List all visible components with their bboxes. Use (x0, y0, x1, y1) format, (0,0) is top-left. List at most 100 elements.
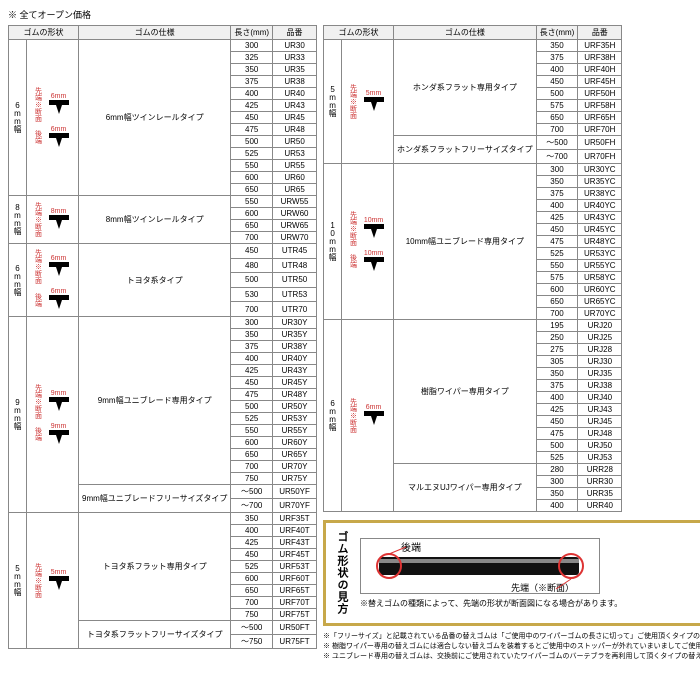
code-cell: UR48Y (273, 389, 317, 401)
code-cell: UR75Y (273, 473, 317, 485)
length-cell: 525 (536, 248, 578, 260)
table-row: 6mm幅先端※断面6mm樹脂ワイパー専用タイプ195URJ20 (324, 320, 622, 332)
length-cell: 280 (536, 464, 578, 476)
width-label-cell: 5mm幅 (324, 40, 342, 164)
width-label-cell: 6mm幅 (9, 244, 27, 317)
hdr-code-r: 品番 (578, 26, 622, 40)
length-cell: 650 (231, 184, 273, 196)
code-cell: UR55 (273, 160, 317, 172)
shape-cell: 先端※断面5mm (342, 40, 394, 164)
length-cell: 475 (536, 428, 578, 440)
length-cell: 350 (231, 513, 273, 525)
length-cell: 400 (231, 525, 273, 537)
code-cell: UR38Y (273, 341, 317, 353)
length-cell: ～500 (231, 485, 273, 499)
hdr-code: 品番 (273, 26, 317, 40)
code-cell: URJ43 (578, 404, 622, 416)
length-cell: 425 (231, 537, 273, 549)
code-cell: UR45 (273, 112, 317, 124)
code-cell: URR28 (578, 464, 622, 476)
code-cell: UR50YF (273, 485, 317, 499)
length-cell: 650 (231, 585, 273, 597)
code-cell: URJ28 (578, 344, 622, 356)
code-cell: URF45T (273, 549, 317, 561)
code-cell: UR38YC (578, 188, 622, 200)
length-cell: 475 (231, 389, 273, 401)
spec-cell: ホンダ系フラット専用タイプ (394, 40, 537, 136)
hdr-spec-r: ゴムの仕様 (394, 26, 537, 40)
length-cell: 425 (536, 212, 578, 224)
footnote-3: ※ ユニブレード専用の替えゴムは、交換前にご使用されていたワイパーゴムのバーテブ… (323, 652, 700, 662)
code-cell: UR40 (273, 88, 317, 100)
shape-cell: 先端※断面6mm後端6mm (27, 244, 79, 317)
length-cell: 450 (231, 549, 273, 561)
length-cell: 325 (231, 52, 273, 64)
length-cell: 350 (231, 329, 273, 341)
length-cell: 480 (231, 258, 273, 273)
code-cell: UR60Y (273, 437, 317, 449)
spec-cell: 8mm幅ツインレールタイプ (79, 196, 231, 244)
width-label-cell: 9mm幅 (9, 317, 27, 513)
hdr-shape: ゴムの形状 (9, 26, 79, 40)
legend-body: 後端 先端（※断面） ※替えゴムの種類によって、先端の形状が断面図になる場合があ… (360, 538, 700, 609)
code-cell: UR43 (273, 100, 317, 112)
width-label-cell: 8mm幅 (9, 196, 27, 244)
code-cell: URJ20 (578, 320, 622, 332)
code-cell: UTR48 (273, 258, 317, 273)
length-cell: 400 (536, 64, 578, 76)
code-cell: UR70YF (273, 499, 317, 513)
code-cell: UR38 (273, 76, 317, 88)
code-cell: URF50H (578, 88, 622, 100)
code-cell: UTR50 (273, 273, 317, 288)
code-cell: URW60 (273, 208, 317, 220)
code-cell: URJ38 (578, 380, 622, 392)
length-cell: 700 (231, 302, 273, 317)
table-row: 5mm幅先端※断面5mmトヨタ系フラット専用タイプ350URF35T (9, 513, 317, 525)
code-cell: URF35T (273, 513, 317, 525)
code-cell: URJ35 (578, 368, 622, 380)
length-cell: 700 (231, 597, 273, 609)
footnote-2: ※ 樹脂ワイパー専用の替えゴムには適合しない替えゴムを装着するとご使用中のストッ… (323, 642, 700, 652)
length-cell: 350 (536, 488, 578, 500)
length-cell: 500 (536, 440, 578, 452)
length-cell: 500 (231, 136, 273, 148)
length-cell: 450 (536, 416, 578, 428)
code-cell: UR43Y (273, 365, 317, 377)
spec-cell: 9mm幅ユニブレードフリーサイズタイプ (79, 485, 231, 513)
length-cell: 450 (536, 76, 578, 88)
code-cell: UR48 (273, 124, 317, 136)
length-cell: 650 (536, 112, 578, 124)
code-cell: UR35 (273, 64, 317, 76)
top-note: ※ 全てオープン価格 (8, 8, 692, 21)
code-cell: URF70T (273, 597, 317, 609)
code-cell: UR58YC (578, 272, 622, 284)
code-cell: UR30Y (273, 317, 317, 329)
length-cell: 575 (536, 272, 578, 284)
code-cell: UR45YC (578, 224, 622, 236)
length-cell: 525 (536, 452, 578, 464)
code-cell: URF35H (578, 40, 622, 52)
length-cell: ～500 (231, 621, 273, 635)
code-cell: URF60T (273, 573, 317, 585)
length-cell: 600 (231, 437, 273, 449)
code-cell: URR40 (578, 500, 622, 512)
hdr-spec: ゴムの仕様 (79, 26, 231, 40)
code-cell: URF45H (578, 76, 622, 88)
code-cell: UR30 (273, 40, 317, 52)
length-cell: ～700 (231, 499, 273, 513)
length-cell: 350 (536, 176, 578, 188)
shape-cell: 先端※断面6mm (342, 320, 394, 512)
length-cell: 450 (231, 112, 273, 124)
length-cell: 550 (536, 260, 578, 272)
length-cell: 350 (536, 368, 578, 380)
code-cell: URF75T (273, 609, 317, 621)
table-row: 10mm幅先端※断面10mm後端10mm10mm幅ユニブレード専用タイプ300U… (324, 164, 622, 176)
length-cell: 375 (536, 380, 578, 392)
length-cell: 275 (536, 344, 578, 356)
length-cell: 550 (231, 196, 273, 208)
length-cell: 650 (231, 449, 273, 461)
length-cell: 300 (231, 40, 273, 52)
table-row: 9mm幅先端※断面9mm後端9mm9mm幅ユニブレード専用タイプ300UR30Y (9, 317, 317, 329)
legend-image: 後端 先端（※断面） (360, 538, 600, 594)
code-cell: UR35Y (273, 329, 317, 341)
